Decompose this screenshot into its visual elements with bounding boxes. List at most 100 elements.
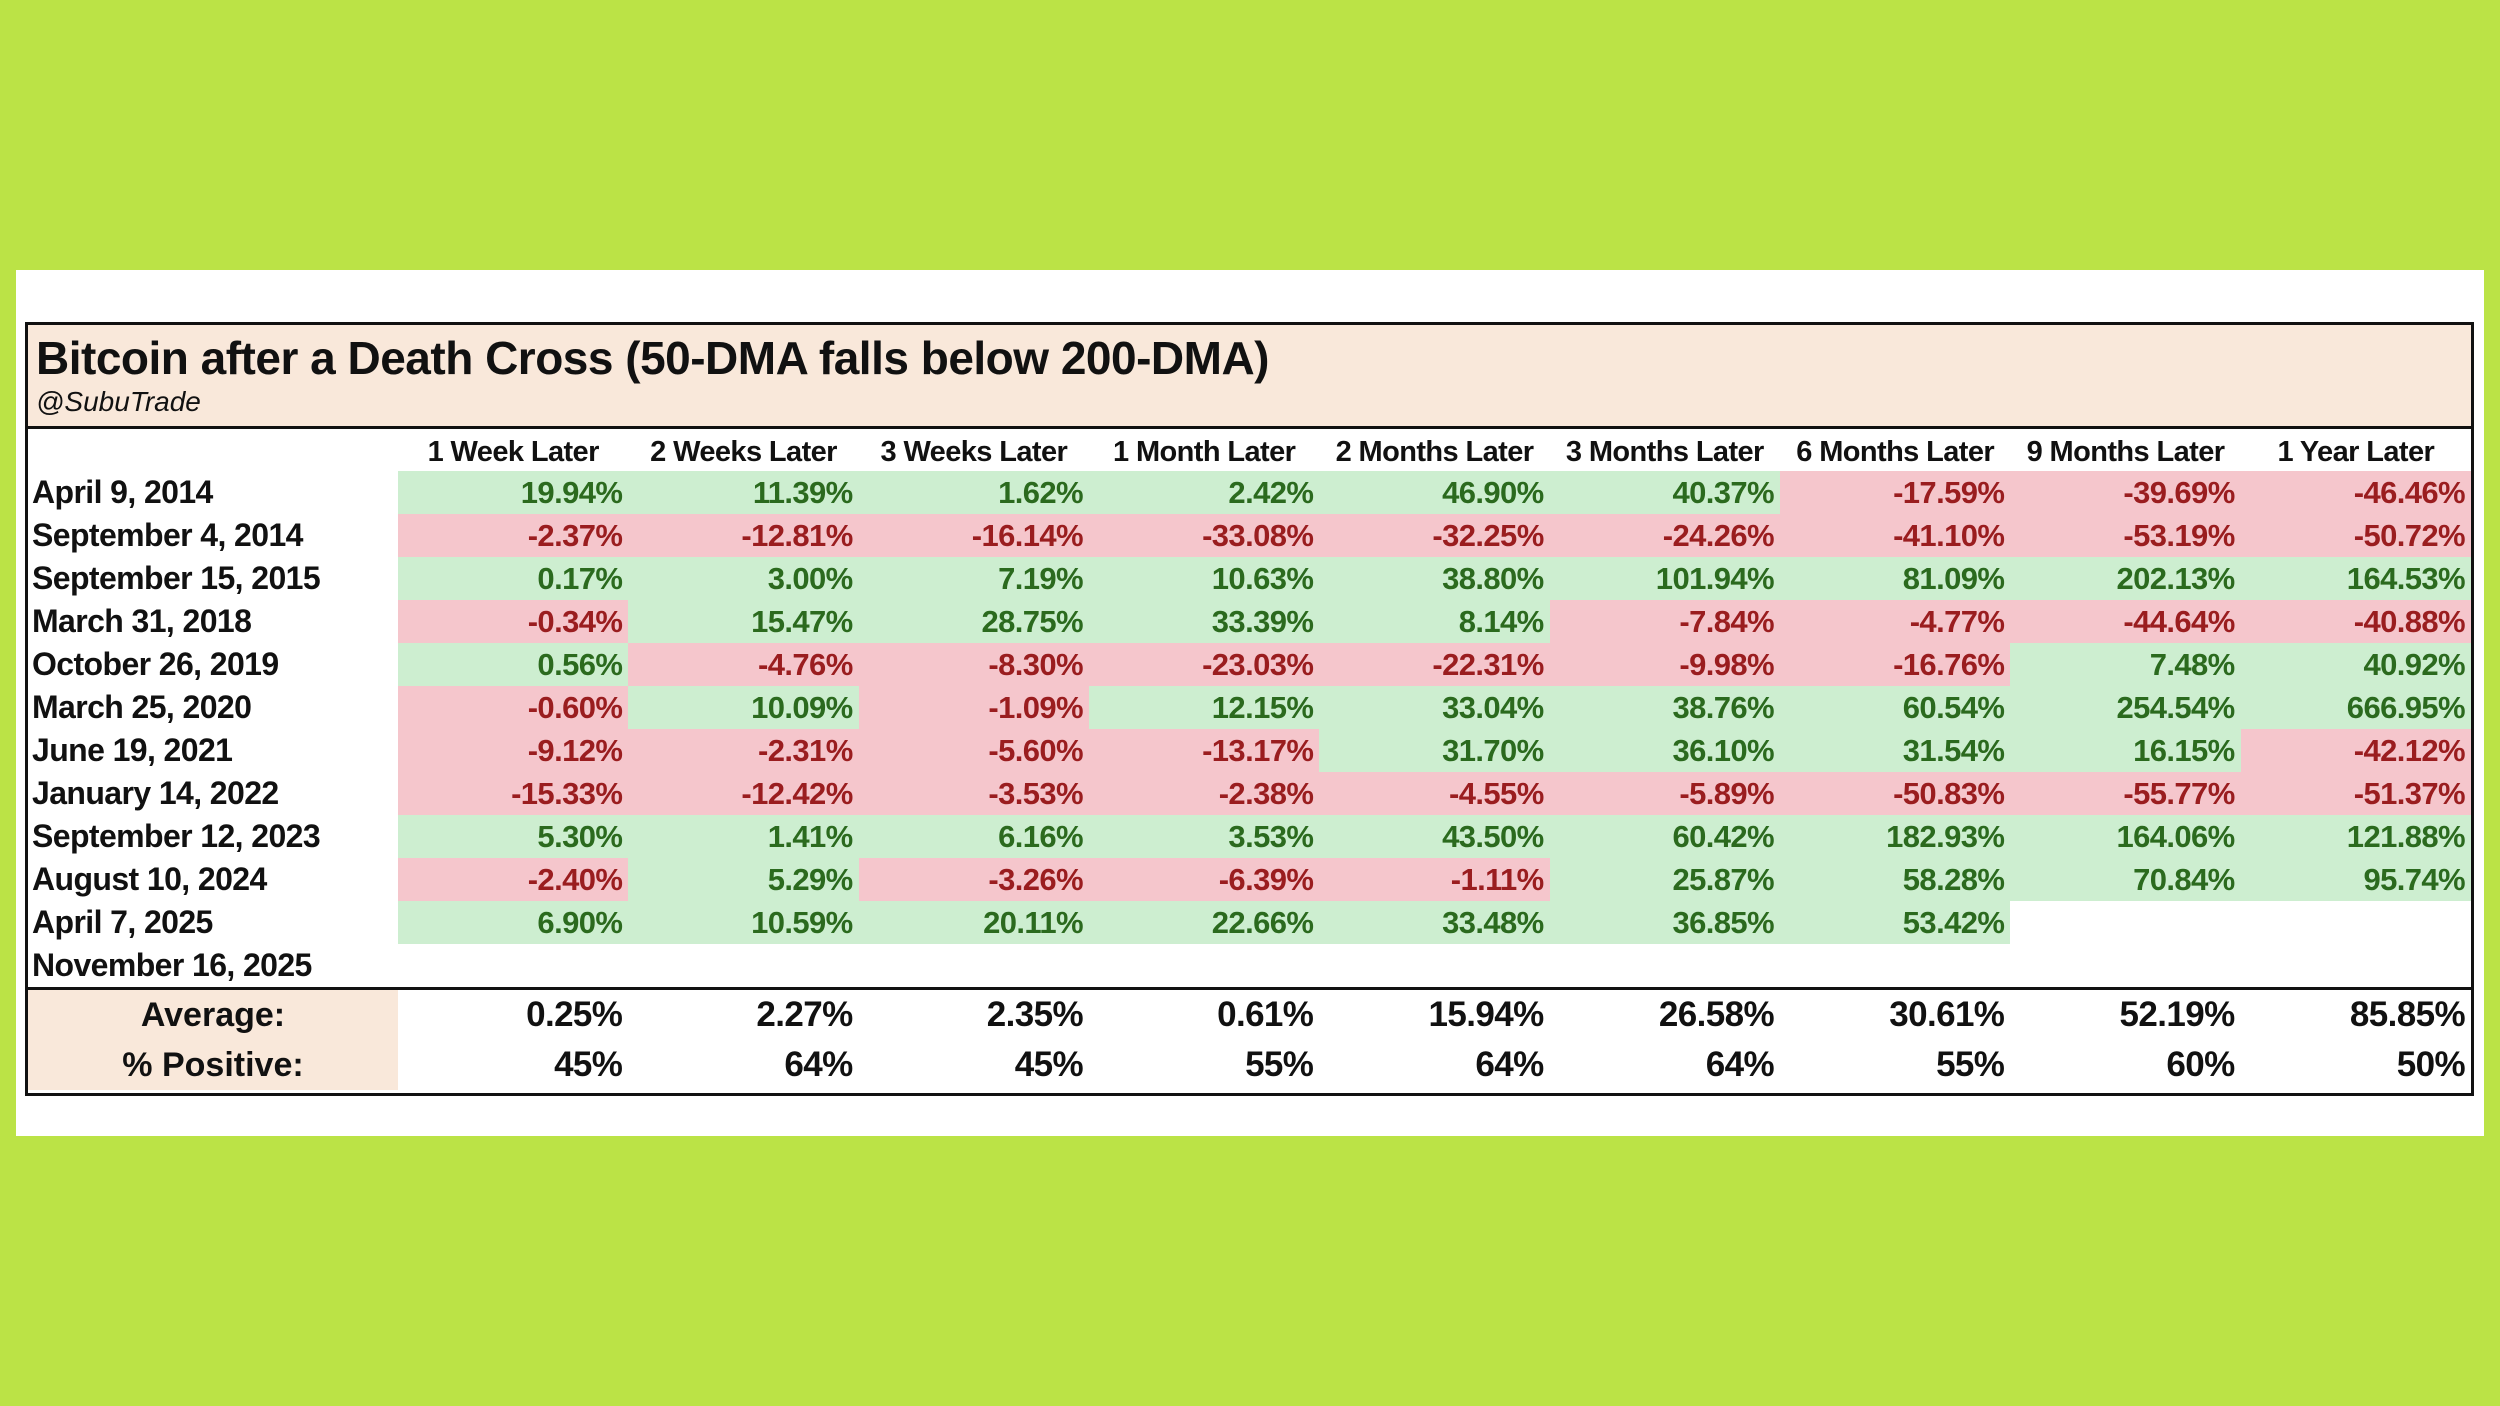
table-cell: 36.10% bbox=[1549, 729, 1780, 772]
table-cell: 60.54% bbox=[1779, 686, 2011, 729]
table-cell: -0.34% bbox=[398, 600, 629, 643]
table-cell: 31.54% bbox=[1779, 729, 2011, 772]
summary-cell: 26.58% bbox=[1658, 995, 1775, 1034]
table-cell: 95.74% bbox=[2240, 858, 2471, 901]
column-header: 1 Week Later bbox=[427, 436, 600, 468]
table-cell: -24.26% bbox=[1549, 514, 1780, 557]
table-body: 1 Week Later 2 Weeks Later 3 Weeks Later 1 … bbox=[28, 429, 2471, 987]
table-cell: -50.72% bbox=[2240, 514, 2471, 557]
table-cell: -12.42% bbox=[628, 772, 859, 815]
table-cell: 16.15% bbox=[2010, 729, 2241, 772]
summary-cell: 64% bbox=[784, 1045, 853, 1084]
table-cell: -22.31% bbox=[1319, 643, 1550, 686]
table-cell: 33.48% bbox=[1319, 901, 1550, 944]
column-header: 6 Months Later bbox=[1796, 436, 1995, 468]
summary-cell: 2.35% bbox=[986, 995, 1084, 1034]
row-date: April 9, 2014 bbox=[32, 474, 213, 510]
table-cell: 60.42% bbox=[1549, 815, 1780, 858]
table-cell: -16.76% bbox=[1779, 643, 2011, 686]
table-cell: 101.94% bbox=[1549, 557, 1780, 600]
table-cell: 11.39% bbox=[628, 471, 859, 514]
table-cell: 40.92% bbox=[2240, 643, 2471, 686]
column-header: 1 Year Later bbox=[2277, 436, 2435, 468]
table-cell: -50.83% bbox=[1779, 772, 2011, 815]
table-cell: 0.17% bbox=[398, 557, 629, 600]
summary-cell: 45% bbox=[1014, 1045, 1084, 1084]
table-cell: -15.33% bbox=[398, 772, 629, 815]
table-cell: -0.60% bbox=[398, 686, 629, 729]
row-date: October 26, 2019 bbox=[32, 646, 279, 682]
table-cell: -55.77% bbox=[2010, 772, 2241, 815]
table-cell: 3.00% bbox=[628, 557, 859, 600]
table-cell: -9.98% bbox=[1549, 643, 1780, 686]
table-cell: 5.30% bbox=[398, 815, 629, 858]
table-cell: 3.53% bbox=[1088, 815, 1320, 858]
table-cell: -6.39% bbox=[1088, 858, 1320, 901]
table-cell: -44.64% bbox=[2010, 600, 2241, 643]
table-cell: 12.15% bbox=[1088, 686, 1320, 729]
table-cell: -4.55% bbox=[1319, 772, 1550, 815]
author-handle: @SubuTrade bbox=[36, 386, 201, 417]
table-cell: -41.10% bbox=[1779, 514, 2011, 557]
summary-cell: 0.25% bbox=[526, 995, 623, 1034]
table-cell: 31.70% bbox=[1319, 729, 1550, 772]
summary-cell: 50% bbox=[2396, 1045, 2466, 1084]
table-cell: 2.42% bbox=[1088, 471, 1320, 514]
table-cell: 10.09% bbox=[628, 686, 859, 729]
column-header: 2 Months Later bbox=[1335, 436, 1534, 468]
summary-section: Average: 0.25% 2.27% 2.35% 0.61% 15.94% 26.58%… bbox=[28, 987, 2471, 1090]
table-cell: 19.94% bbox=[398, 471, 629, 514]
table-cell: 254.54% bbox=[2010, 686, 2241, 729]
table-cell: -3.26% bbox=[858, 858, 1089, 901]
table-cell: 28.75% bbox=[858, 600, 1089, 643]
table-cell: 1.41% bbox=[628, 815, 859, 858]
row-date: June 19, 2021 bbox=[32, 732, 233, 768]
table-cell: 202.13% bbox=[2010, 557, 2241, 600]
summary-label: Average: bbox=[28, 990, 398, 1040]
table-cell: 70.84% bbox=[2010, 858, 2241, 901]
table-cell: 33.39% bbox=[1088, 600, 1320, 643]
table-cell bbox=[2010, 944, 2240, 987]
table-cell bbox=[1780, 944, 2010, 987]
table-cell: 20.11% bbox=[858, 901, 1089, 944]
table-cell: 1.62% bbox=[858, 471, 1089, 514]
summary-cell: 55% bbox=[1245, 1045, 1314, 1084]
table-cell bbox=[1550, 944, 1780, 987]
table-cell: -51.37% bbox=[2240, 772, 2471, 815]
row-date: November 16, 2025 bbox=[32, 947, 312, 983]
table-cell: -8.30% bbox=[858, 643, 1089, 686]
table-cell: -1.09% bbox=[858, 686, 1089, 729]
table-cell: 40.37% bbox=[1549, 471, 1780, 514]
table-cell bbox=[1319, 944, 1549, 987]
summary-cell: 52.19% bbox=[2119, 995, 2236, 1034]
table-cell: -23.03% bbox=[1088, 643, 1320, 686]
table-cell: -17.59% bbox=[1779, 471, 2011, 514]
row-date: September 12, 2023 bbox=[32, 818, 321, 854]
table-cell: -16.14% bbox=[858, 514, 1089, 557]
table-cell: -4.76% bbox=[628, 643, 859, 686]
table-cell: 10.59% bbox=[628, 901, 859, 944]
table-cell: 36.85% bbox=[1549, 901, 1780, 944]
summary-cell: 64% bbox=[1475, 1045, 1544, 1084]
table-cell: -5.60% bbox=[858, 729, 1089, 772]
row-date: March 25, 2020 bbox=[32, 689, 252, 725]
column-header: 9 Months Later bbox=[2026, 436, 2225, 468]
table-cell: -4.77% bbox=[1779, 600, 2011, 643]
table-cell: -2.40% bbox=[398, 858, 629, 901]
table-cell bbox=[1089, 944, 1319, 987]
header-corner bbox=[28, 429, 398, 471]
column-header: 3 Weeks Later bbox=[880, 436, 1068, 468]
table-cell: 15.47% bbox=[628, 600, 859, 643]
column-header: 1 Month Later bbox=[1112, 436, 1296, 468]
table-cell: 0.56% bbox=[398, 643, 629, 686]
table-cell: 33.04% bbox=[1319, 686, 1550, 729]
summary-cell: 0.61% bbox=[1217, 995, 1314, 1034]
column-header: 3 Months Later bbox=[1565, 436, 1764, 468]
table-cell: 5.29% bbox=[628, 858, 859, 901]
table-cell bbox=[2241, 944, 2471, 987]
table-cell: 22.66% bbox=[1088, 901, 1320, 944]
row-date: March 31, 2018 bbox=[32, 603, 252, 639]
table-cell: -42.12% bbox=[2240, 729, 2471, 772]
table-cell: -32.25% bbox=[1319, 514, 1550, 557]
table-cell: 43.50% bbox=[1319, 815, 1550, 858]
